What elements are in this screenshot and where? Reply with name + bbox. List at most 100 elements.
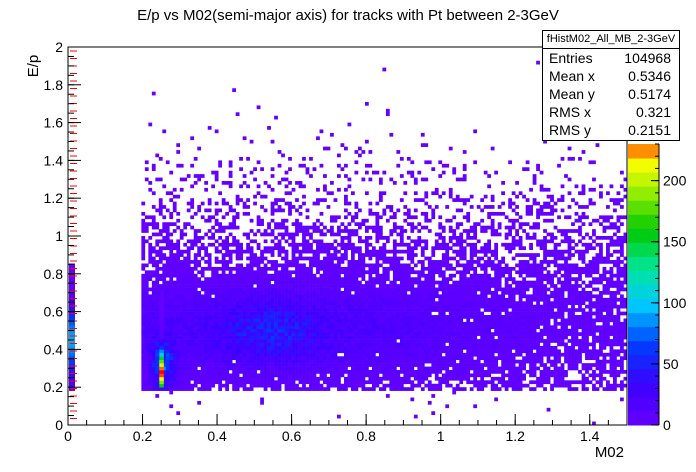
- heatmap-cell: [361, 294, 366, 299]
- heatmap-cell: [410, 222, 415, 226]
- heatmap-cell: [462, 167, 467, 172]
- heatmap-cell: [319, 373, 324, 378]
- heatmap-cell: [298, 266, 303, 271]
- heatmap-cell: [232, 280, 236, 285]
- heatmap-cell: [494, 318, 499, 323]
- heatmap-cell: [256, 315, 261, 319]
- heatmap-cell: [424, 373, 429, 378]
- heatmap-cell: [417, 363, 422, 367]
- heatmap-cell: [316, 339, 320, 343]
- heatmap-cell: [462, 311, 467, 316]
- heatmap-cell: [378, 198, 383, 202]
- heatmap-cell: [487, 366, 492, 371]
- heatmap-cell: [197, 260, 202, 264]
- heatmap-cell: [350, 280, 355, 285]
- heatmap-cell: [337, 163, 341, 168]
- heatmap-cell: [371, 376, 376, 381]
- heatmap-cell: [148, 122, 153, 127]
- heatmap-cell: [344, 335, 348, 340]
- heatmap-cell: [382, 345, 387, 350]
- heatmap-cell: [176, 225, 181, 230]
- heatmap-cell: [466, 304, 471, 309]
- heatmap-cell: [298, 205, 303, 209]
- heatmap-cell: [270, 205, 275, 209]
- heatmap-cell: [270, 373, 275, 378]
- heatmap-cell: [438, 242, 443, 247]
- heatmap-cell: [382, 67, 387, 72]
- heatmap-cell: [179, 270, 184, 275]
- heatmap-cell: [455, 239, 460, 244]
- heatmap-cell: [392, 260, 397, 264]
- heatmap-cell: [375, 380, 380, 385]
- heatmap-cell: [232, 218, 236, 223]
- heatmap-cell: [490, 376, 495, 381]
- heatmap-cell: [193, 356, 198, 361]
- heatmap-cell: [291, 232, 296, 237]
- heatmap-cell: [155, 335, 160, 340]
- heatmap-cell: [281, 256, 285, 261]
- heatmap-cell: [302, 321, 306, 326]
- heatmap-cell: [396, 318, 401, 323]
- heatmap-cell: [357, 376, 362, 381]
- heatmap-cell: [399, 280, 404, 285]
- heatmap-cell: [186, 222, 191, 226]
- heatmap-cell: [392, 277, 397, 281]
- heatmap-cell: [490, 352, 495, 357]
- heatmap-cell: [235, 201, 240, 206]
- heatmap-cell: [144, 356, 149, 361]
- heatmap-cell: [368, 294, 373, 299]
- heatmap-cell: [298, 301, 303, 306]
- heatmap-cell: [452, 249, 457, 254]
- heatmap-cell: [235, 270, 240, 275]
- heatmap-cell: [347, 315, 352, 319]
- heatmap-cell: [288, 208, 292, 213]
- heatmap-cell: [155, 321, 160, 326]
- heatmap-cell: [274, 242, 278, 247]
- heatmap-cell: [504, 352, 509, 357]
- heatmap-cell: [284, 321, 289, 326]
- heatmap-cell: [148, 318, 153, 323]
- heatmap-cell: [305, 373, 310, 378]
- heatmap-cell: [420, 266, 425, 271]
- heatmap-cell: [494, 263, 499, 268]
- heatmap-cell: [462, 150, 467, 154]
- heatmap-cell: [298, 242, 303, 247]
- heatmap-cell: [459, 270, 464, 275]
- heatmap-cell: [239, 256, 243, 261]
- heatmap-cell: [368, 352, 373, 357]
- heatmap-cell: [399, 352, 404, 357]
- heatmap-cell: [420, 335, 425, 340]
- heatmap-cell: [406, 294, 411, 299]
- heatmap-cell: [476, 284, 481, 288]
- heatmap-cell: [144, 297, 149, 302]
- heatmap-cell: [392, 256, 397, 261]
- heatmap-cell: [462, 366, 467, 371]
- heatmap-cell: [207, 201, 212, 206]
- heatmap-cell: [179, 370, 184, 374]
- heatmap-cell: [319, 366, 324, 371]
- heatmap-cell: [333, 366, 338, 371]
- heatmap-cell: [490, 284, 495, 288]
- heatmap-cell: [302, 363, 306, 367]
- heatmap-cell: [256, 229, 261, 233]
- heatmap-cell: [186, 280, 191, 285]
- heatmap-cell: [242, 352, 247, 357]
- heatmap-cell: [316, 342, 320, 347]
- heatmap-cell: [151, 301, 156, 306]
- heatmap-cell: [515, 232, 519, 237]
- heatmap-cell: [295, 277, 299, 281]
- heatmap-cell: [172, 352, 177, 357]
- heatmap-cell: [330, 218, 334, 223]
- heatmap-cell: [406, 263, 411, 268]
- heatmap-cell: [424, 321, 429, 326]
- heatmap-cell: [158, 177, 163, 182]
- heatmap-cell: [330, 335, 334, 340]
- heatmap-cell: [277, 198, 282, 202]
- heatmap-cell: [326, 229, 331, 233]
- heatmap-cell: [176, 242, 181, 247]
- heatmap-cell: [155, 315, 160, 319]
- heatmap-cell: [207, 301, 212, 306]
- heatmap-cell: [375, 376, 380, 381]
- heatmap-cell: [249, 170, 254, 175]
- heatmap-cell: [476, 311, 481, 316]
